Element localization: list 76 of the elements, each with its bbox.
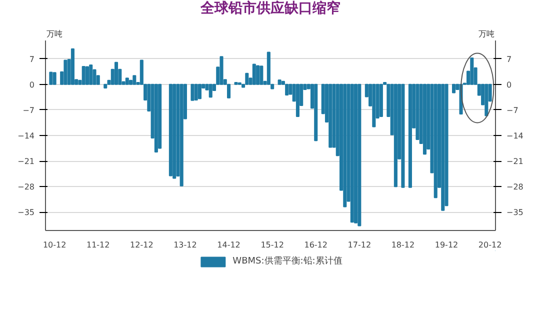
bar	[416, 84, 420, 140]
x-tick-label: 13-12	[174, 240, 197, 250]
bar	[85, 66, 90, 85]
y-tick-label: −35	[18, 208, 35, 218]
x-tick-label: 12-12	[130, 240, 154, 250]
bar	[484, 84, 488, 116]
bar	[260, 66, 264, 85]
bar	[252, 64, 256, 85]
bar	[256, 65, 260, 85]
bar	[82, 66, 86, 85]
bar	[220, 56, 224, 85]
bar	[354, 84, 358, 224]
chart-title: 全球铅市供应缺口缩窄	[200, 0, 340, 16]
bar	[285, 84, 289, 96]
bar	[372, 84, 376, 128]
bar	[314, 84, 318, 142]
bar	[401, 84, 405, 188]
bar	[70, 48, 74, 85]
bar	[245, 72, 249, 85]
bar	[422, 84, 427, 155]
y2-tick-label: 7	[506, 54, 512, 64]
bar	[172, 84, 176, 179]
bar	[154, 84, 158, 152]
bar	[180, 84, 184, 186]
bar	[358, 84, 362, 226]
bar	[394, 84, 398, 188]
y2-axis-title: 万吨	[478, 30, 494, 38]
y2-tick-label: −21	[506, 157, 524, 166]
y-axis-title: 万吨	[46, 30, 62, 38]
y-tick-label: −14	[18, 132, 35, 140]
bar	[158, 84, 162, 149]
y2-tick-label: −7	[506, 106, 518, 115]
bar	[208, 84, 212, 98]
x-tick-label: 14-12	[217, 240, 240, 250]
bar	[343, 84, 347, 208]
bar	[89, 64, 93, 85]
bar	[434, 84, 438, 198]
bar	[168, 84, 172, 176]
y-tick-label: −28	[18, 182, 35, 192]
bar	[125, 78, 129, 85]
x-tick-label: 19-12	[434, 240, 458, 250]
bar	[114, 62, 118, 85]
bar	[104, 84, 108, 88]
bar	[194, 84, 198, 101]
y-tick-label: 7	[29, 54, 35, 64]
x-tick-label: 15-12	[260, 240, 284, 250]
bar	[350, 84, 354, 223]
x-tick-label: 11-12	[86, 240, 110, 250]
y-tick-label: −7	[22, 106, 35, 115]
x-tick-label: 18-12	[391, 240, 415, 250]
x-tick-label: 10-12	[42, 240, 66, 250]
bar	[452, 84, 456, 94]
bar	[408, 84, 412, 188]
bar	[64, 60, 68, 85]
legend-label: WBMS:供需平衡:铅:累计值	[232, 255, 342, 268]
bar	[470, 58, 474, 85]
bar	[328, 84, 332, 148]
y2-tick-label: −14	[506, 132, 524, 140]
bar	[441, 84, 445, 211]
bar	[49, 72, 53, 85]
bar	[132, 75, 136, 85]
x-tick-label: 20-12	[478, 240, 502, 250]
x-tick-label: 16-12	[304, 240, 328, 250]
y2-tick-label: −35	[506, 208, 524, 218]
y-tick-label: −21	[18, 157, 35, 166]
x-tick-label: 17-12	[348, 240, 372, 250]
bar	[278, 79, 282, 85]
bar	[296, 84, 300, 117]
y2-tick-label: 0	[506, 80, 512, 90]
bar	[52, 72, 56, 85]
bar	[190, 84, 194, 101]
bar	[379, 84, 383, 117]
y2-tick-label: −28	[506, 182, 524, 192]
y-tick-label: 0	[29, 80, 35, 90]
bar	[198, 84, 202, 100]
bar	[266, 52, 270, 85]
